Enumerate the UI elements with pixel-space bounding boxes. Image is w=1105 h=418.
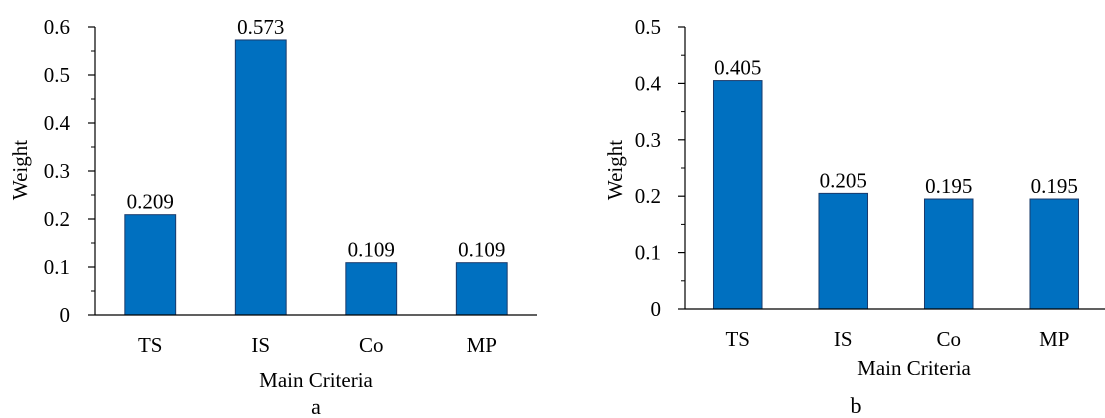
y-tick-label-a: 0.2 xyxy=(44,207,70,231)
x-tick-label-b-ts: TS xyxy=(725,327,750,351)
y-tick-label-a: 0.1 xyxy=(44,255,70,279)
bar-b-mp xyxy=(1029,198,1080,310)
data-label-b-ts: 0.405 xyxy=(714,56,761,80)
x-axis-title-a: Main Criteria xyxy=(259,368,373,392)
data-label-b-co: 0.195 xyxy=(925,174,972,198)
y-tick-label-a: 0.3 xyxy=(44,159,70,183)
x-tick-label-a-co: Co xyxy=(359,333,384,357)
y-tick-label-b: 0 xyxy=(651,297,662,321)
data-label-a-ts: 0.209 xyxy=(127,190,174,214)
x-tick-label-b-co: Co xyxy=(936,327,961,351)
bar-a-co xyxy=(345,262,398,316)
y-tick-label-b: 0.5 xyxy=(635,15,661,39)
x-axis-title-b: Main Criteria xyxy=(857,356,971,380)
x-tick-label-a-ts: TS xyxy=(138,333,163,357)
x-tick-label-b-is: IS xyxy=(834,327,853,351)
data-label-a-mp: 0.109 xyxy=(458,238,505,262)
y-tick-label-b: 0.2 xyxy=(635,184,661,208)
y-tick-label-b: 0.3 xyxy=(635,128,661,152)
chart-panel-a: Weight Main Criteria a 0 0.1 0.2 0.3 0.4 0.5 0… xyxy=(8,15,537,418)
data-label-b-is: 0.205 xyxy=(820,168,867,192)
x-tick-label-a-mp: MP xyxy=(467,333,497,357)
bar-a-ts xyxy=(124,214,177,316)
bar-b-is xyxy=(818,192,869,310)
y-tick-label-b: 0.4 xyxy=(635,71,662,95)
bar-a-mp xyxy=(455,262,508,316)
data-label-a-is: 0.573 xyxy=(237,15,284,39)
bar-b-ts xyxy=(712,80,763,310)
chart-panel-b: Weight Main Criteria b 0 0.1 0.2 0.3 0.4 0.5 0… xyxy=(603,15,1105,418)
data-label-b-mp: 0.195 xyxy=(1031,174,1078,198)
panel-label-a: a xyxy=(311,394,321,418)
y-axis-title-b: Weight xyxy=(603,140,627,200)
y-tick-label-a: 0.6 xyxy=(44,15,70,39)
y-tick-label-a: 0.4 xyxy=(44,111,71,135)
y-tick-label-b: 0.1 xyxy=(635,241,661,265)
y-axis-title-a: Weight xyxy=(8,140,32,200)
y-tick-label-a: 0.5 xyxy=(44,63,70,87)
y-tick-label-a: 0 xyxy=(60,303,71,327)
bar-a-is xyxy=(234,39,287,316)
data-label-a-co: 0.109 xyxy=(348,238,395,262)
panel-label-b: b xyxy=(851,393,862,418)
x-tick-label-a-is: IS xyxy=(251,333,270,357)
x-tick-label-b-mp: MP xyxy=(1039,327,1069,351)
bar-b-co xyxy=(923,198,974,310)
